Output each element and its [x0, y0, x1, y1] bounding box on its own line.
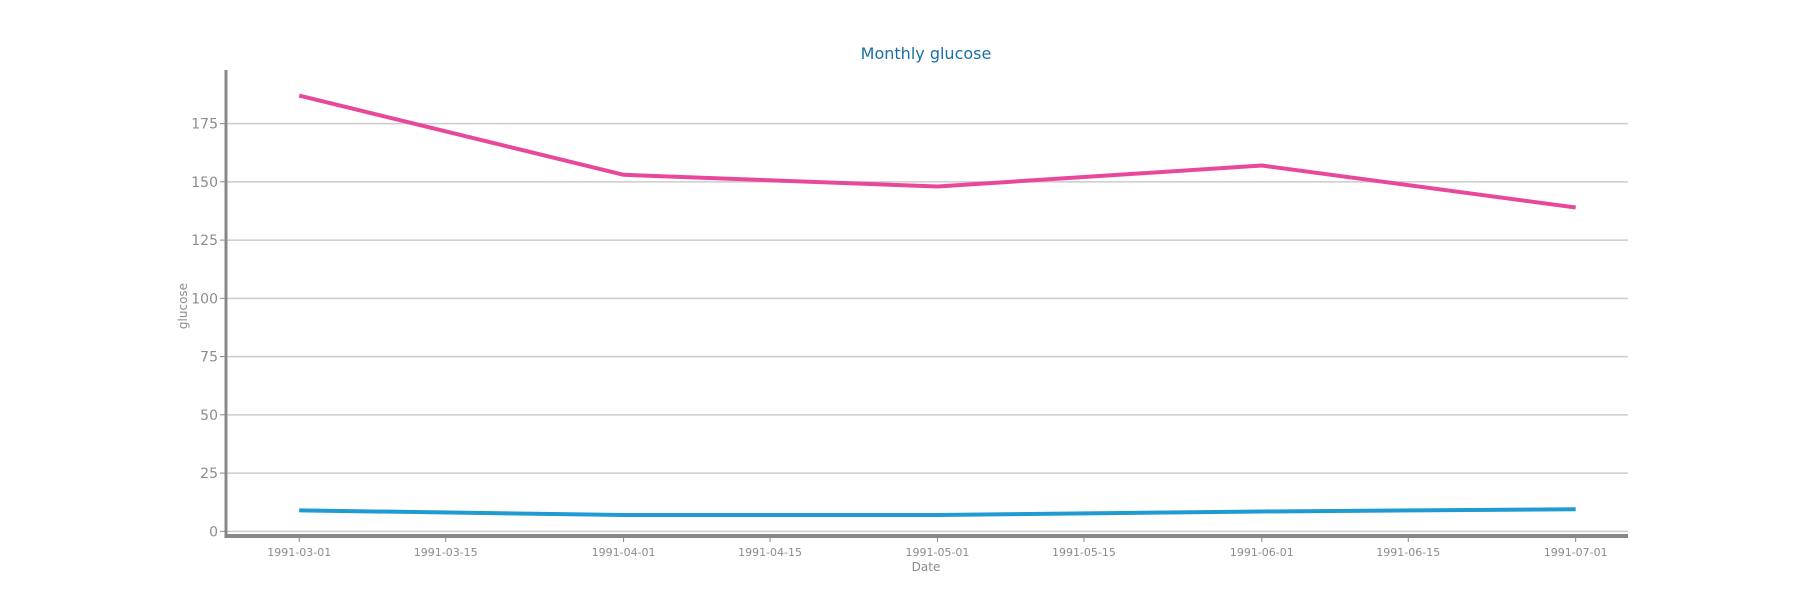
x-tick-label: 1991-04-01 [592, 546, 656, 559]
x-tick-label: 1991-06-15 [1376, 546, 1440, 559]
chart-title: Monthly glucose [861, 44, 992, 63]
x-tick-label: 1991-06-01 [1230, 546, 1294, 559]
y-tick-label: 75 [200, 350, 218, 366]
series-line-1 [298, 93, 1576, 210]
x-axis-label: Date [912, 560, 941, 574]
x-tick-label: 1991-03-01 [267, 546, 331, 559]
y-tick-label: 175 [191, 117, 218, 133]
y-tick-label: 50 [200, 408, 218, 424]
grid-lines [226, 122, 1628, 533]
y-tick-label: 100 [191, 291, 218, 307]
y-tick-label: 150 [191, 175, 218, 191]
y-tick-label: 125 [191, 233, 218, 249]
x-tick-label: 1991-03-15 [414, 546, 478, 559]
axes [224, 70, 1628, 538]
series-line-2 [299, 507, 1576, 517]
y-tick-label: 0 [209, 524, 218, 540]
x-tick-label: 1991-05-01 [905, 546, 969, 559]
series-lines [298, 93, 1576, 517]
y-tick-label: 25 [200, 466, 218, 482]
x-tick-label: 1991-05-15 [1052, 546, 1116, 559]
x-axis-ticks: 1991-03-01 1991-03-15 1991-04-01 1991-04-15… [267, 536, 1608, 559]
x-tick-label: 1991-07-01 [1544, 546, 1608, 559]
y-axis-ticks: 0 25 50 75 100 125 150 175 [191, 117, 226, 540]
y-axis-label: glucose [176, 283, 190, 329]
x-tick-label: 1991-04-15 [738, 546, 802, 559]
